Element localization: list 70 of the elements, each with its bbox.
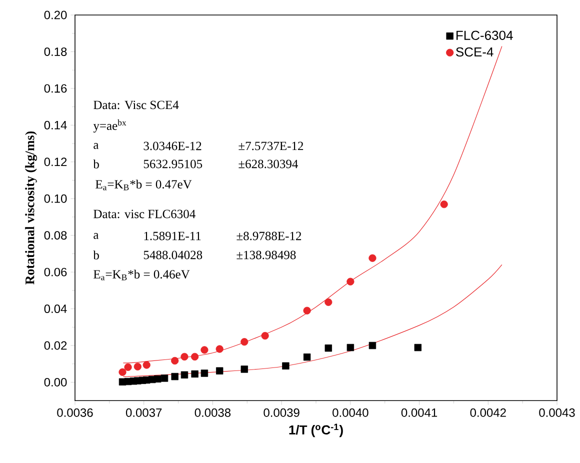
point (180, 352, 188, 361)
annotation: ±8.9788E-12 (236, 232, 302, 240)
annotation: 3.0346E-12 (144, 142, 202, 150)
y-tick-label: 0.08 (44, 231, 67, 240)
annotation: ±138.98498 (236, 250, 296, 260)
annotation: b (93, 250, 99, 260)
y-tick-label: 0.10 (44, 194, 67, 203)
annotation: a (94, 143, 99, 149)
point (142, 361, 150, 369)
point (303, 353, 311, 361)
annotation: 1.5891E-11 (144, 232, 201, 240)
annotation: Data: Visc SCE4 (94, 100, 179, 110)
annotation: ±628.30394 (238, 160, 298, 168)
point (216, 345, 224, 353)
point (191, 370, 198, 378)
point (261, 332, 269, 340)
point (324, 344, 332, 352)
x-axis-title: 1/T ($^{o}$C$^{-1}$) (289, 424, 343, 438)
point (134, 362, 142, 370)
y-tick-label: 0.14 (44, 120, 67, 130)
point (240, 366, 248, 373)
point (414, 344, 422, 352)
x-tick-label: 0.0038 (194, 408, 231, 417)
x-tick-label: 0.0043 (539, 408, 575, 417)
point (118, 368, 126, 376)
legend-label: FLC-6304 (456, 30, 513, 40)
annotation: y=ae$^{bx}$ (93, 119, 126, 133)
annotation: 5488.04028 (144, 250, 202, 260)
point (324, 298, 332, 306)
x-tick-label: 0.0041 (401, 408, 438, 417)
point (154, 375, 162, 383)
y-tick-label: 0.16 (44, 84, 67, 93)
y-tick-label: 0.02 (44, 341, 67, 350)
point (191, 352, 199, 361)
y-tick-label: 0.00 (44, 378, 67, 386)
point (216, 367, 224, 374)
point (368, 254, 376, 262)
point (440, 200, 448, 208)
point (368, 342, 376, 350)
point (200, 346, 208, 354)
x-tick-label: 0.0037 (126, 408, 162, 417)
y-tick-label: 0.18 (44, 47, 67, 56)
annotation: 5632.95105 (144, 160, 202, 168)
point (346, 344, 354, 352)
y-tick-label: 0.20 (44, 10, 67, 20)
x-tick-label: 0.0036 (57, 408, 93, 417)
point (282, 362, 290, 370)
y-axis-title: Rotational viscosity (kg/ms) (25, 131, 37, 284)
y-tick-label: 0.12 (44, 158, 67, 166)
point (160, 374, 168, 382)
point (303, 306, 311, 314)
annotation: a (94, 233, 99, 239)
x-tick-label: 0.0039 (264, 408, 300, 417)
legend-label: SCE-4 (456, 47, 494, 57)
point (171, 372, 178, 380)
x-tick-label: 0.0040 (332, 408, 368, 417)
y-tick-label: 0.04 (44, 304, 67, 314)
y-tick-label: 0.06 (44, 268, 67, 276)
annotation: E$_{a}$=K$_{B}$*b = 0.47eV (96, 180, 192, 190)
point (240, 338, 248, 346)
annotation: ±7.5737E-12 (238, 142, 304, 150)
point (200, 370, 208, 377)
point (124, 363, 132, 371)
point (346, 278, 354, 286)
annotation: b (93, 160, 99, 168)
point (171, 356, 179, 365)
point (180, 371, 188, 378)
x-tick-label: 0.0042 (470, 408, 506, 417)
annotation: E$_{a}$=K$_{B}$*b = 0.46eV (94, 270, 190, 280)
annotation: Data: visc FLC6304 (94, 210, 196, 218)
